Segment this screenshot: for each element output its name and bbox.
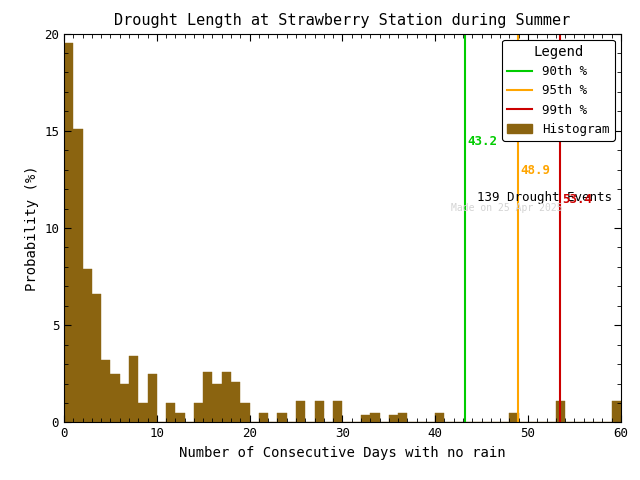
Bar bbox=[204, 372, 212, 422]
Bar bbox=[138, 403, 148, 422]
Bar bbox=[111, 374, 120, 422]
Bar bbox=[398, 413, 407, 422]
Text: 48.9: 48.9 bbox=[520, 164, 550, 177]
Bar bbox=[92, 294, 101, 422]
Title: Drought Length at Strawberry Station during Summer: Drought Length at Strawberry Station dur… bbox=[115, 13, 570, 28]
Bar bbox=[361, 415, 370, 422]
Bar bbox=[175, 413, 184, 422]
Bar bbox=[101, 360, 111, 422]
Bar bbox=[278, 413, 287, 422]
Bar bbox=[370, 413, 380, 422]
Y-axis label: Probability (%): Probability (%) bbox=[24, 165, 38, 291]
Bar bbox=[556, 401, 565, 422]
Text: 53.4: 53.4 bbox=[563, 193, 593, 206]
Text: 43.2: 43.2 bbox=[468, 135, 498, 148]
Bar bbox=[435, 413, 444, 422]
Bar bbox=[314, 401, 324, 422]
Bar bbox=[222, 372, 231, 422]
Bar bbox=[120, 384, 129, 422]
Bar bbox=[73, 129, 83, 422]
Bar bbox=[212, 384, 222, 422]
Bar bbox=[612, 401, 621, 422]
Bar bbox=[333, 401, 342, 422]
X-axis label: Number of Consecutive Days with no rain: Number of Consecutive Days with no rain bbox=[179, 446, 506, 460]
Bar bbox=[241, 403, 250, 422]
Bar bbox=[259, 413, 268, 422]
Text: 139 Drought Events: 139 Drought Events bbox=[477, 191, 612, 204]
Bar bbox=[509, 413, 518, 422]
Bar bbox=[147, 374, 157, 422]
Bar bbox=[231, 382, 241, 422]
Text: Made on 25 Apr 2025: Made on 25 Apr 2025 bbox=[451, 203, 563, 213]
Legend: 90th %, 95th %, 99th %, Histogram: 90th %, 95th %, 99th %, Histogram bbox=[502, 40, 614, 141]
Bar bbox=[388, 415, 398, 422]
Bar bbox=[129, 356, 138, 422]
Bar bbox=[296, 401, 305, 422]
Bar bbox=[83, 269, 92, 422]
Bar bbox=[194, 403, 204, 422]
Bar bbox=[64, 43, 73, 422]
Bar bbox=[166, 403, 175, 422]
